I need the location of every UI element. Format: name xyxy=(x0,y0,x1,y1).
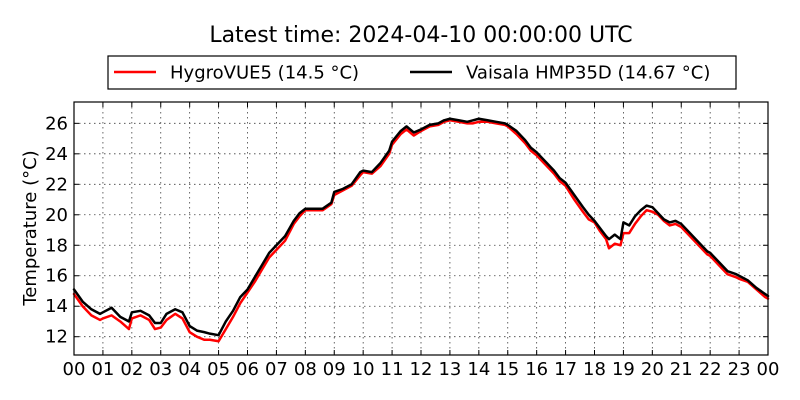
x-tick-label: 08 xyxy=(294,359,317,380)
x-tick-label: 17 xyxy=(554,359,577,380)
x-tick-label: 23 xyxy=(728,359,751,380)
y-tick-label: 18 xyxy=(45,235,68,256)
legend: HygroVUE5 (14.5 °C) Vaisala HMP35D (14.6… xyxy=(107,55,737,90)
x-tick-label: 05 xyxy=(207,359,230,380)
y-tick-label: 26 xyxy=(45,113,68,134)
x-tick-label: 16 xyxy=(525,359,548,380)
x-tick-label: 03 xyxy=(149,359,172,380)
x-tick-label: 22 xyxy=(699,359,722,380)
plot-frame xyxy=(73,101,769,356)
x-tick-label: 02 xyxy=(120,359,143,380)
x-tick-label: 12 xyxy=(410,359,433,380)
y-tick-label: 12 xyxy=(45,327,68,348)
x-tick-label: 04 xyxy=(178,359,201,380)
y-tick-label: 20 xyxy=(45,205,68,226)
x-tick-label: 07 xyxy=(265,359,288,380)
y-axis-label: Temperature (°C) xyxy=(20,150,41,306)
y-tick-label: 24 xyxy=(45,144,68,165)
x-tick-label: 11 xyxy=(381,359,404,380)
x-tick-label: 14 xyxy=(467,359,490,380)
grid xyxy=(74,102,768,355)
x-tick-label: 00 xyxy=(63,359,86,380)
x-tick-label: 06 xyxy=(236,359,259,380)
x-tick-label: 18 xyxy=(583,359,606,380)
x-tick-label: 00 xyxy=(757,359,780,380)
x-tick-label: 19 xyxy=(612,359,635,380)
legend-label-hygrovue5: HygroVUE5 (14.5 °C) xyxy=(170,63,359,84)
y-tick-label: 14 xyxy=(45,296,68,317)
x-tick-label: 21 xyxy=(670,359,693,380)
y-tick-labels: 12 14 16 18 20 22 24 26 xyxy=(45,113,68,347)
series-line-vaisala xyxy=(72,117,770,337)
x-tick-label: 10 xyxy=(352,359,375,380)
y-tick-label: 16 xyxy=(45,266,68,287)
legend-label-vaisala: Vaisala HMP35D (14.67 °C) xyxy=(466,63,710,84)
series-line-hygrovue5 xyxy=(72,119,770,343)
y-tick-label: 22 xyxy=(45,174,68,195)
x-tick-label: 15 xyxy=(496,359,519,380)
x-tick-label: 20 xyxy=(641,359,664,380)
series-lines xyxy=(72,117,770,343)
x-tick-label: 01 xyxy=(91,359,114,380)
x-tick-labels: 00 01 02 03 04 05 06 07 08 09 10 11 12 13 14 15 16 17 18 19… xyxy=(63,359,780,380)
x-tick-label: 09 xyxy=(323,359,346,380)
x-tick-label: 13 xyxy=(438,359,461,380)
chart-title: Latest time: 2024-04-10 00:00:00 UTC xyxy=(209,23,632,48)
